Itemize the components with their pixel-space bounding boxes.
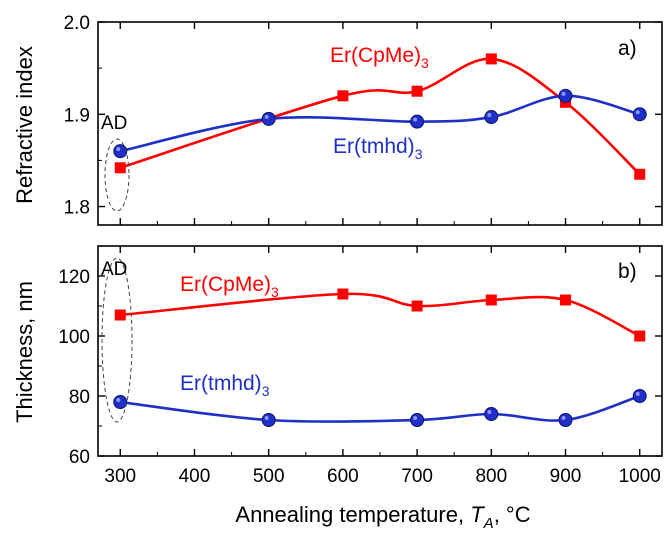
panel-b-y-tick-label: 60 — [69, 447, 90, 468]
x-axis-title-var-sub: A — [483, 515, 494, 532]
panel-b-point-highlight — [264, 416, 269, 420]
panel-b-point-cpme — [411, 300, 423, 312]
panel-b-point-tmhd — [410, 413, 425, 427]
panel-a-y-tick-label: 1.8 — [64, 198, 90, 219]
x-tick-label: 1000 — [619, 466, 661, 487]
x-tick-label: 800 — [475, 466, 507, 487]
panel-a-series-label-tmhd-sub: 3 — [415, 146, 423, 162]
panel-a-point-tmhd — [113, 144, 128, 159]
panel-a-point-highlight — [561, 91, 566, 96]
panel-a-point-highlight — [116, 147, 121, 152]
panel-a-point-tmhd — [410, 114, 425, 129]
panel-b-point-cpme — [560, 294, 572, 306]
panel-a-point-cpme — [634, 168, 646, 180]
panel-b-series-label-tmhd: Er(tmhd)3 — [180, 372, 270, 399]
x-axis-title: Annealing temperature, TA, °C — [235, 502, 530, 532]
panel-b-series-label-cpme: Er(CpMe)3 — [180, 273, 279, 300]
panel-a-point-tmhd — [632, 107, 647, 122]
panel-b-series-label-tmhd-main: Er(tmhd) — [180, 372, 262, 395]
panel-a-point-cpme — [337, 90, 349, 102]
panel-b-ylabel: Thickness, nm — [12, 281, 37, 423]
x-tick-label: 300 — [104, 466, 136, 487]
panel-b-point-cpme — [634, 330, 646, 342]
panel-a-series-label-cpme-sub: 3 — [421, 55, 429, 71]
panel-a-markers — [113, 53, 647, 180]
x-tick-label: 600 — [327, 466, 359, 487]
panel-a-label: a) — [618, 37, 637, 60]
panel-b-point-cpme — [337, 288, 349, 300]
panel-a-point-highlight — [487, 113, 492, 118]
panel-b-point-tmhd — [632, 389, 647, 403]
panel-b-markers — [113, 288, 647, 427]
panel-b-point-highlight — [561, 416, 566, 420]
panel-b-point-cpme — [485, 294, 497, 306]
panel-b-ad-annotation: AD — [101, 259, 127, 280]
panel-a-y-ticks: 1.8 1.9 2.0 — [64, 13, 662, 225]
x-axis-title-prefix: Annealing temperature, — [235, 502, 470, 527]
panel-b-label: b) — [618, 260, 637, 283]
panel-b-series-label-tmhd-sub: 3 — [262, 383, 270, 399]
panel-b-ad-ellipse — [101, 257, 133, 423]
panel-a-point-cpme — [114, 162, 126, 174]
x-axis-title-suffix: , °C — [494, 502, 531, 527]
panel-a-ylabel: Refractive index — [12, 46, 37, 204]
panel-b-lines — [120, 292, 641, 423]
panel-a-point-highlight — [264, 114, 269, 119]
panel-b-y-tick-label: 120 — [58, 267, 90, 288]
panel-b-point-highlight — [487, 410, 492, 414]
panel-b-y-ticks: 60 80 100 120 — [58, 267, 662, 468]
panel-b-point-highlight — [116, 398, 121, 402]
panel-a-point-cpme — [485, 53, 497, 65]
panel-b-point-highlight — [413, 416, 418, 420]
x-tick-label: 500 — [253, 466, 285, 487]
panel-a-point-highlight — [635, 110, 640, 115]
panel-a-series-label-cpme-main: Er(CpMe) — [330, 44, 421, 67]
panel-a-ad-annotation: AD — [101, 113, 127, 134]
panel-a-series-label-cpme: Er(CpMe)3 — [330, 44, 429, 71]
panel-b-y-tick-label: 80 — [69, 387, 90, 408]
panel-a-point-tmhd — [558, 88, 573, 103]
panel-b-point-tmhd — [484, 407, 499, 421]
panel-b-point-tmhd — [113, 395, 128, 409]
x-tick-label: 900 — [550, 466, 582, 487]
panel-b-series-label-cpme-sub: 3 — [271, 284, 279, 300]
panel-b-y-tick-label: 100 — [58, 327, 90, 348]
panel-a-y-tick-label: 2.0 — [64, 13, 90, 34]
x-axis-title-var: T — [470, 502, 485, 527]
panel-a-series-label-tmhd-main: Er(tmhd) — [333, 135, 415, 158]
panel-b-x-ticks: 300 400 500 600 700 800 900 1000 — [104, 246, 661, 487]
panel-a-point-highlight — [413, 117, 418, 122]
panel-a-y-tick-label: 1.9 — [64, 105, 90, 126]
panel-a-point-tmhd — [261, 111, 276, 126]
x-tick-label: 400 — [179, 466, 211, 487]
panel-a: 1.81.92.0 AD a) Er(CpMe)3 Er(tmhd)3 Refr… — [12, 13, 663, 226]
panel-b-series-label-cpme-main: Er(CpMe) — [180, 273, 271, 296]
panel-b-point-tmhd — [261, 413, 276, 427]
x-tick-label: 700 — [401, 466, 433, 487]
panel-a-point-tmhd — [484, 110, 499, 125]
panel-a-ad-ellipse — [104, 138, 130, 212]
panel-a-series-label-tmhd: Er(tmhd)3 — [333, 135, 423, 162]
panel-b-point-highlight — [635, 392, 640, 396]
panel-b-point-tmhd — [558, 413, 573, 427]
panel-a-point-cpme — [411, 85, 423, 97]
panel-b-point-cpme — [114, 309, 126, 321]
